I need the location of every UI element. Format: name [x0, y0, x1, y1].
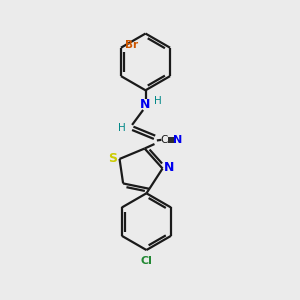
Text: C: C: [160, 135, 168, 145]
Text: H: H: [154, 96, 162, 106]
Text: N: N: [173, 135, 182, 145]
Text: N: N: [140, 98, 150, 111]
Text: N: N: [164, 161, 174, 174]
Text: S: S: [109, 152, 118, 165]
Text: Cl: Cl: [140, 256, 152, 266]
Text: Br: Br: [124, 40, 138, 50]
Text: H: H: [118, 123, 126, 133]
